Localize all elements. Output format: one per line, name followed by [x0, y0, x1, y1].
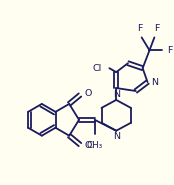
Text: F: F — [137, 24, 142, 33]
Text: Cl: Cl — [92, 64, 101, 73]
Text: N: N — [151, 78, 159, 87]
Text: N: N — [113, 90, 120, 99]
Text: O: O — [85, 90, 92, 98]
Text: F: F — [154, 24, 159, 33]
Text: CH₃: CH₃ — [86, 141, 103, 150]
Text: O: O — [85, 141, 92, 150]
Text: F: F — [167, 46, 172, 55]
Text: N: N — [113, 132, 120, 141]
